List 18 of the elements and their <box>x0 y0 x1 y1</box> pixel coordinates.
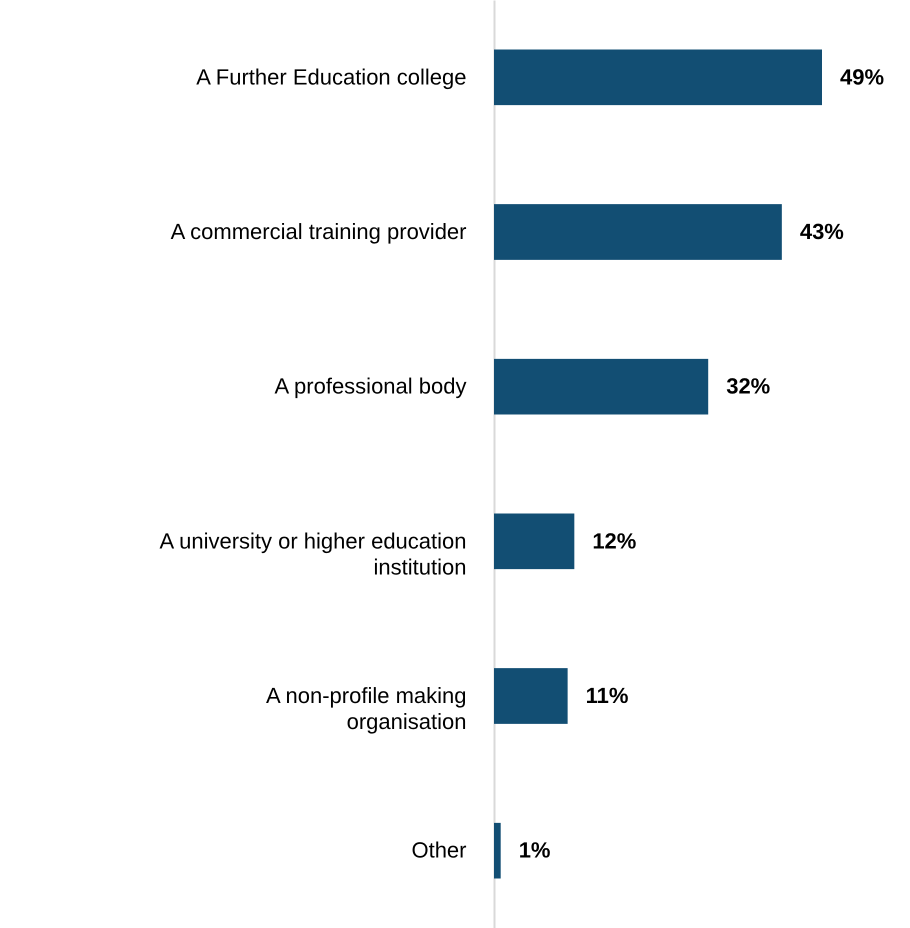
data-label: 49% <box>840 64 884 90</box>
y-tick-label: Other <box>411 838 466 863</box>
y-tick-label: A professional body <box>274 374 466 399</box>
bar <box>494 49 822 106</box>
bar <box>494 204 782 260</box>
y-tick-label: A non-profile making organisation <box>266 683 466 734</box>
data-label: 11% <box>586 683 628 708</box>
bar <box>494 513 574 570</box>
data-label: 32% <box>726 374 770 399</box>
y-tick-label: A university or higher education institution <box>160 528 466 580</box>
data-label: 43% <box>800 219 844 244</box>
bar <box>494 668 568 724</box>
bar <box>494 822 501 879</box>
y-tick-label: A Further Education college <box>196 64 466 90</box>
y-tick-label: A commercial training provider <box>170 219 466 244</box>
data-label: 1% <box>518 838 550 863</box>
data-label: 12% <box>592 528 636 554</box>
bar <box>494 358 708 415</box>
